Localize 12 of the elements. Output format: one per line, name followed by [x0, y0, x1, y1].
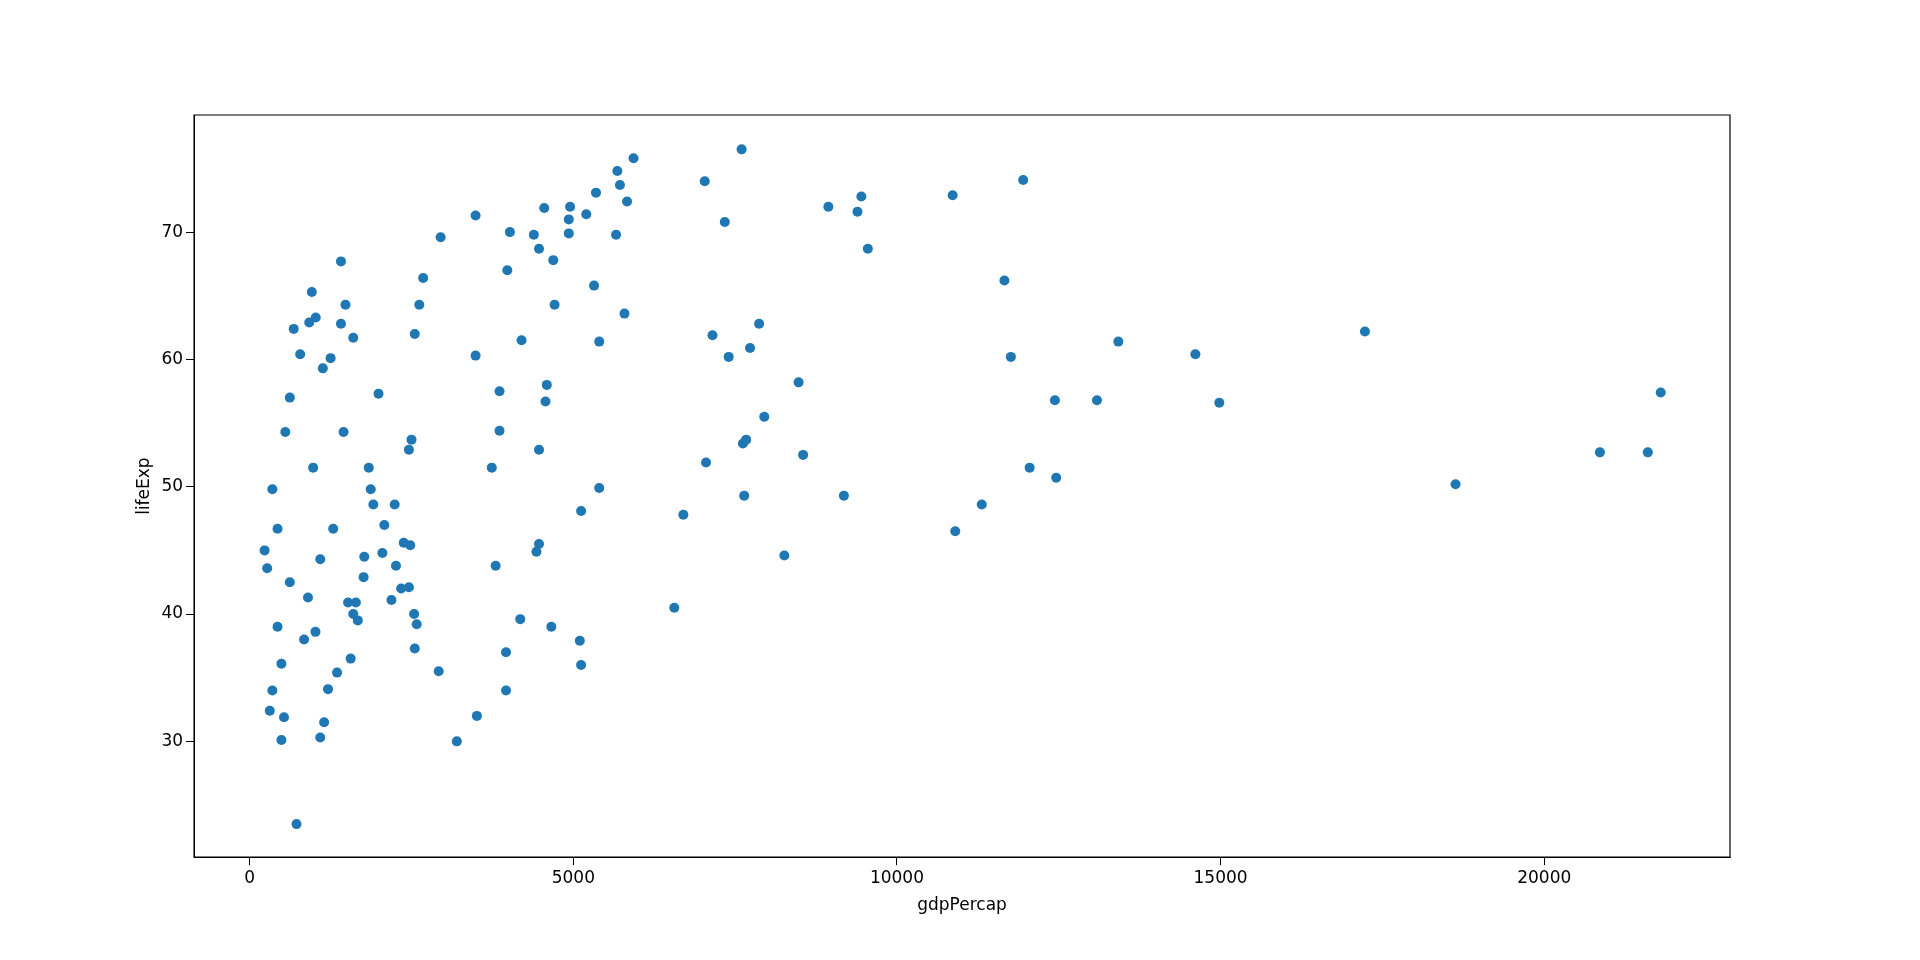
x-tick-label: 10000 — [869, 866, 925, 887]
y-tick-label: 40 — [161, 602, 184, 623]
y-tick-label: 60 — [161, 347, 184, 368]
x-tick-label: 0 — [244, 866, 256, 887]
y-tick-label: 30 — [161, 729, 184, 750]
y-tick-label: 70 — [161, 220, 184, 241]
x-axis-title: gdpPercap — [917, 894, 1007, 915]
x-tick-label: 15000 — [1193, 866, 1248, 887]
y-axis-title: lifeExp — [132, 457, 153, 515]
y-tick-label: 50 — [161, 475, 184, 496]
x-tick-label: 20000 — [1517, 866, 1572, 887]
x-tick-label: 5000 — [551, 866, 595, 887]
